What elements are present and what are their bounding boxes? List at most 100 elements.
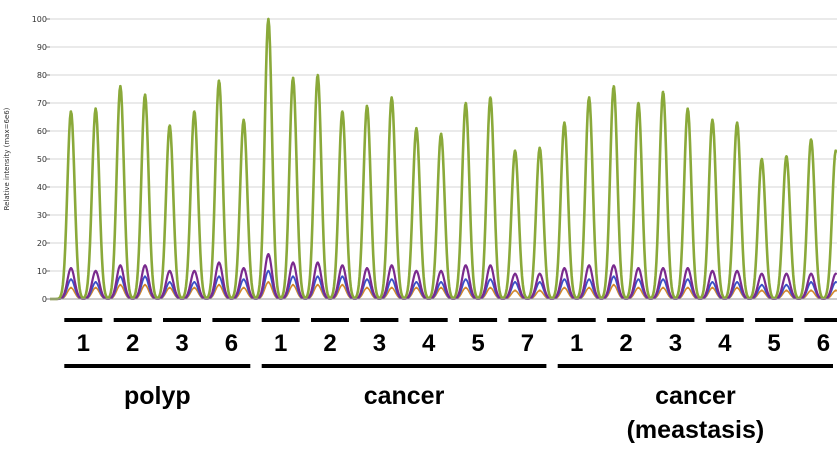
peak-point-purple <box>341 264 344 267</box>
sample-label: 3 <box>669 330 682 357</box>
peak-point-green <box>143 93 147 96</box>
peak-point-blue <box>316 275 319 278</box>
group-label: cancer (meastasis) <box>627 382 765 444</box>
peak-point-blue <box>193 281 196 284</box>
peak-point-purple <box>390 264 393 267</box>
peak-point-green <box>760 157 763 161</box>
peak-point-green <box>661 90 665 94</box>
y-tick-label: 100 <box>32 15 47 24</box>
y-tick-label: 20 <box>37 239 47 248</box>
peak-point-purple <box>735 269 739 273</box>
peak-point-orange <box>711 286 714 289</box>
peak-point-blue <box>365 278 369 281</box>
peak-point-green <box>242 118 245 122</box>
peak-point-blue <box>489 278 492 281</box>
peak-point-green <box>267 17 270 21</box>
y-tick-label: 50 <box>37 155 47 164</box>
sample-label: 1 <box>274 330 287 357</box>
peak-point-orange <box>637 286 640 289</box>
peak-point-blue <box>119 275 122 278</box>
sample-label: 1 <box>570 330 583 357</box>
peak-point-orange <box>415 286 418 289</box>
peak-point-purple <box>612 264 615 267</box>
sample-label: 2 <box>323 330 336 357</box>
peak-point-green <box>489 96 492 99</box>
y-axis-ticks: 0 10 20 30 40 50 60 70 80 90 100 <box>32 15 50 304</box>
peak-point-orange <box>489 286 492 289</box>
peak-point-purple <box>168 269 171 273</box>
sample-bar <box>607 318 646 322</box>
peak-point-orange <box>291 283 295 287</box>
sample-label: 3 <box>373 330 386 357</box>
peak-point-green <box>341 110 344 113</box>
peak-point-orange <box>168 286 171 289</box>
peak-point-green <box>513 149 517 152</box>
y-tick-label: 80 <box>37 71 47 80</box>
peak-point-blue <box>834 281 837 284</box>
peak-point-green <box>94 107 97 110</box>
trace-green <box>49 17 837 301</box>
sample-label: 4 <box>422 330 436 357</box>
peak-point-green <box>587 96 591 99</box>
peak-point-blue <box>464 278 467 281</box>
peak-point-orange <box>513 289 517 292</box>
peak-point-blue <box>415 281 418 284</box>
sample-bar <box>409 318 448 322</box>
sample-bar <box>557 318 596 322</box>
peak-point-blue <box>735 281 739 284</box>
peak-point-blue <box>711 281 714 284</box>
peak-point-green <box>69 110 73 113</box>
sample-bar <box>804 318 837 322</box>
group-bar <box>261 364 547 368</box>
peak-point-purple <box>69 267 73 270</box>
peak-point-purple <box>760 272 763 275</box>
y-tick-label: 70 <box>37 99 47 108</box>
peak-point-orange <box>686 286 689 289</box>
peak-point-blue <box>439 281 443 284</box>
sample-label: 7 <box>521 330 534 357</box>
peak-point-purple <box>316 261 319 264</box>
peak-point-orange <box>587 286 591 289</box>
group-labels: polyp cancer cancer (meastasis) <box>64 364 833 444</box>
sample-bar <box>755 318 794 322</box>
peak-point-purple <box>686 267 689 270</box>
peak-point-orange <box>69 286 73 289</box>
peak-point-purple <box>415 269 418 273</box>
peak-point-green <box>785 155 788 158</box>
sample-label: 2 <box>126 330 139 357</box>
peak-point-green <box>538 146 541 149</box>
peak-point-blue <box>390 278 393 281</box>
peak-point-purple <box>711 269 714 273</box>
sample-bar <box>705 318 744 322</box>
peak-point-purple <box>267 253 270 256</box>
peak-point-orange <box>809 289 813 292</box>
group-bar <box>64 364 251 368</box>
peak-point-blue <box>809 281 813 284</box>
peak-point-green <box>390 96 393 99</box>
peak-point-green <box>316 73 319 77</box>
peak-point-purple <box>365 267 369 270</box>
peak-point-orange <box>143 283 147 287</box>
group-label: polyp <box>124 382 191 410</box>
peak-point-purple <box>193 269 196 273</box>
peak-point-green <box>637 101 640 105</box>
peak-point-green <box>735 121 739 124</box>
peak-point-blue <box>760 283 763 287</box>
peak-point-blue <box>143 275 147 278</box>
sample-label: 4 <box>718 330 732 357</box>
peak-point-blue <box>267 269 270 273</box>
y-tick-label: 30 <box>37 211 47 220</box>
sample-label: 3 <box>175 330 188 357</box>
sample-bar <box>261 318 300 322</box>
peak-point-purple <box>834 272 837 275</box>
peak-point-purple <box>143 264 147 267</box>
y-tick-label: 90 <box>37 43 47 52</box>
peak-point-green <box>464 101 467 105</box>
sample-label: 1 <box>77 330 90 357</box>
peak-point-green <box>612 85 615 88</box>
peak-point-green <box>686 107 689 110</box>
peak-point-purple <box>439 269 443 273</box>
peak-point-orange <box>661 286 665 289</box>
peak-point-purple <box>809 272 813 275</box>
